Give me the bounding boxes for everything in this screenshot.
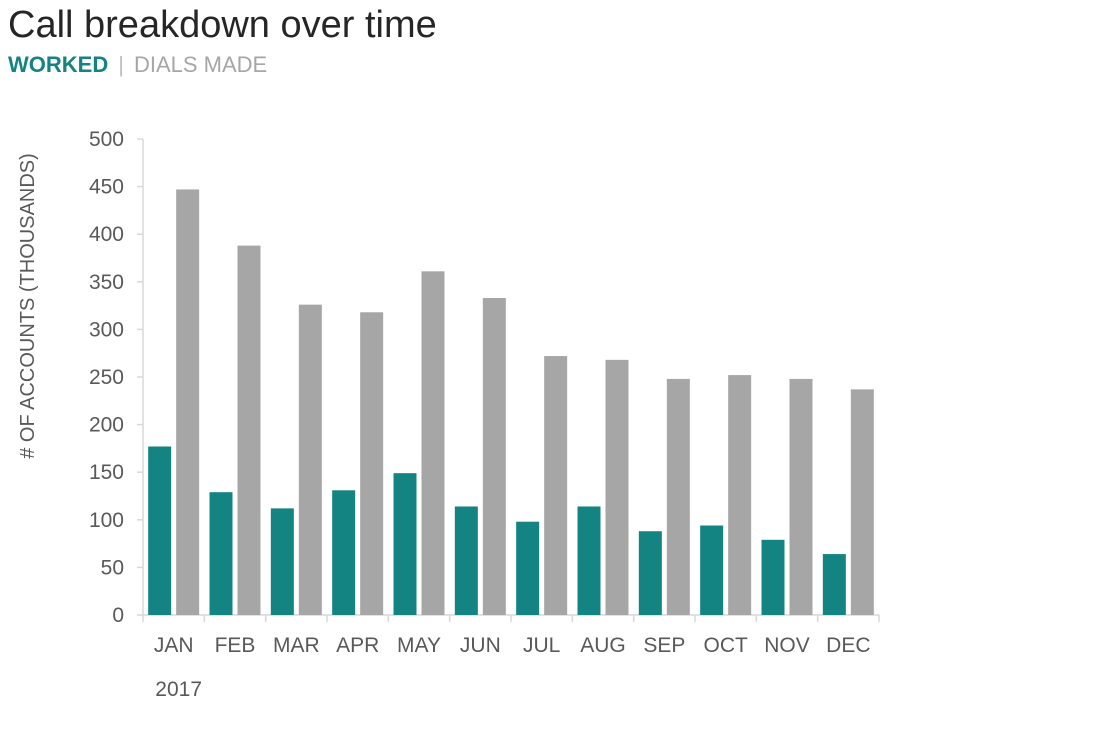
x-tick-label: JUN <box>460 634 501 657</box>
worked-bar-jun <box>454 506 478 615</box>
y-tick-label: 50 <box>101 556 124 579</box>
dials-bar-nov <box>789 378 813 615</box>
dials-bar-dec <box>850 389 874 615</box>
dials-bar-jan <box>176 189 200 615</box>
dials-bar-oct <box>728 375 752 615</box>
worked-bar-dec <box>822 554 846 615</box>
worked-bar-nov <box>761 539 785 615</box>
worked-bar-jul <box>516 521 540 615</box>
y-tick-label: 0 <box>112 604 124 627</box>
worked-bar-feb <box>209 492 233 615</box>
x-tick-label: MAR <box>273 634 320 657</box>
x-tick-label: DEC <box>826 634 870 657</box>
x-tick-label: JAN <box>154 634 194 657</box>
legend-worked: WORKED <box>8 52 109 77</box>
y-tick-label: 150 <box>89 461 124 484</box>
chart-title: Call breakdown over time <box>8 4 437 46</box>
dials-bar-feb <box>237 245 261 615</box>
x-tick-label: SEP <box>643 634 685 657</box>
dials-bar-jul <box>544 356 568 615</box>
worked-bar-apr <box>332 490 356 615</box>
legend-dials-made: DIALS MADE <box>133 52 268 77</box>
y-tick-label: 400 <box>89 223 124 246</box>
x-tick-label: MAY <box>397 634 441 657</box>
y-tick-label: 450 <box>89 176 124 199</box>
worked-bar-aug <box>577 506 601 615</box>
worked-bar-mar <box>270 508 294 615</box>
y-tick-label: 350 <box>89 271 124 294</box>
y-axis-title: # OF ACCOUNTS (THOUSANDS) <box>17 153 39 459</box>
dials-bar-mar <box>298 304 322 615</box>
dials-bar-jun <box>482 297 506 615</box>
x-tick-label: APR <box>336 634 379 657</box>
worked-bar-sep <box>638 531 662 615</box>
legend-separator: | <box>118 52 124 77</box>
dials-bar-sep <box>666 378 690 615</box>
dials-bar-may <box>421 271 445 615</box>
worked-bar-may <box>393 473 417 615</box>
x-tick-label: AUG <box>580 634 626 657</box>
x-axis-year-label: 2017 <box>155 678 202 701</box>
y-tick-label: 300 <box>89 318 124 341</box>
chart-subtitle-legend: WORKED | DIALS MADE <box>8 52 267 78</box>
y-tick-label: 100 <box>89 509 124 532</box>
worked-bar-jan <box>148 446 172 615</box>
x-tick-label: OCT <box>704 634 749 657</box>
dials-bar-apr <box>360 312 384 615</box>
x-tick-label: JUL <box>523 634 560 657</box>
dials-bar-aug <box>605 359 629 615</box>
x-tick-label: FEB <box>215 634 256 657</box>
x-tick-label: NOV <box>764 634 810 657</box>
y-tick-label: 200 <box>89 414 124 437</box>
y-tick-label: 500 <box>89 128 124 151</box>
worked-bar-oct <box>700 525 724 615</box>
y-tick-label: 250 <box>89 366 124 389</box>
